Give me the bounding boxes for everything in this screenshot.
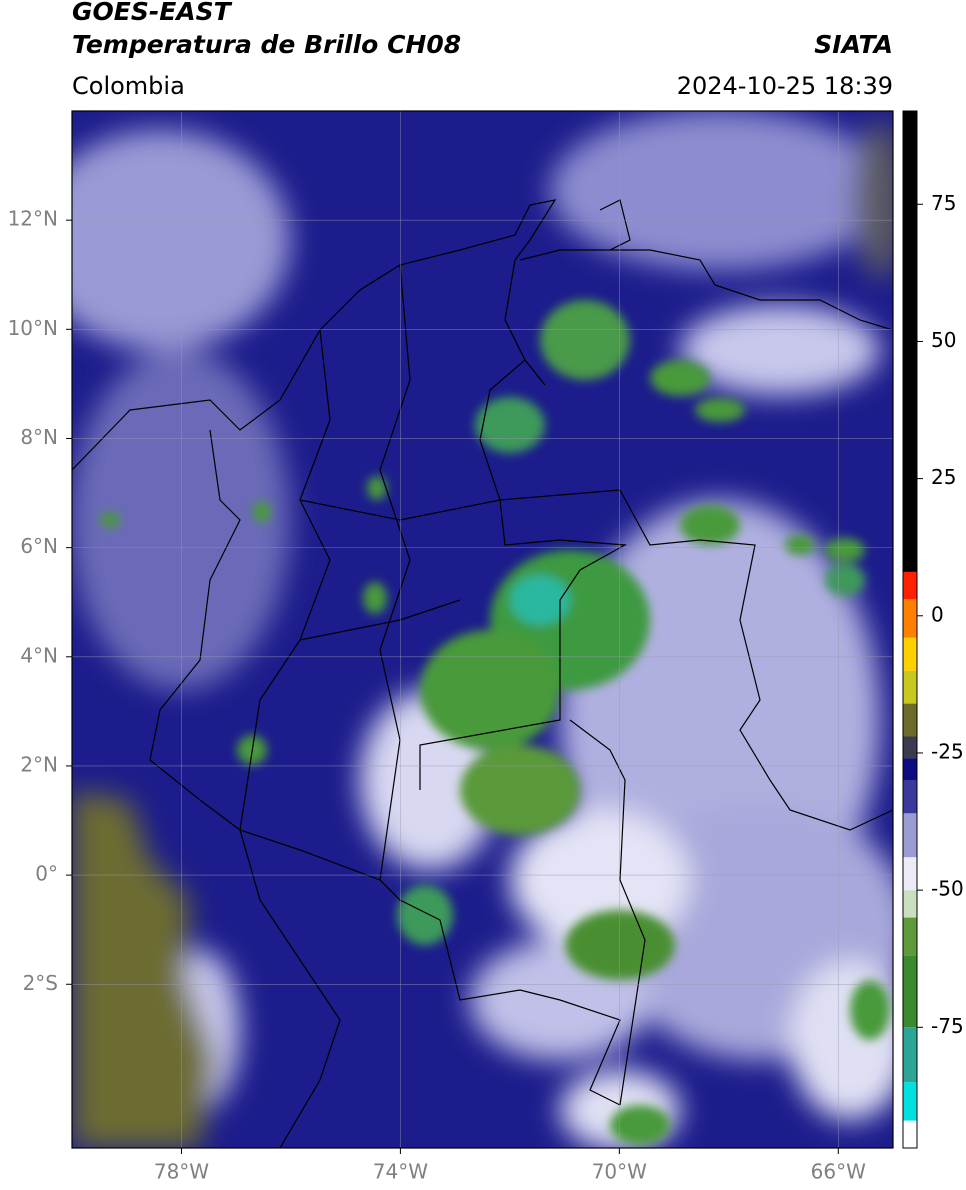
cloud [550, 111, 890, 270]
satellite-image [72, 111, 893, 1148]
colorbar-tick-label: 25 [931, 465, 956, 489]
colorbar-segment [903, 780, 917, 814]
cold-top [565, 910, 675, 980]
cold-top [850, 980, 890, 1040]
colorbar-segment [903, 1120, 917, 1148]
coastline [519, 249, 893, 331]
cloud [680, 305, 880, 395]
colorbar-segment [903, 890, 917, 918]
cold-top [420, 630, 560, 750]
colorbar-tick-label: -75 [931, 1014, 964, 1038]
subtitle: Temperatura de Brillo CH08 [72, 30, 461, 59]
colorbar-tick-label: 0 [931, 602, 944, 626]
colorbar-segment [903, 670, 917, 704]
colorbar-tick-label: 75 [931, 191, 956, 215]
cold-top [100, 512, 120, 528]
cloud [72, 130, 290, 350]
y-tick-label: 0° [35, 862, 58, 886]
title: GOES-EAST [72, 0, 233, 26]
warm-surface [855, 120, 893, 280]
x-tick-label: 74°W [373, 1160, 428, 1184]
y-tick-label: 2°S [23, 971, 58, 995]
department-border [299, 499, 501, 521]
borders [72, 199, 893, 1148]
colorbar-segment [903, 813, 917, 858]
colorbar-segment [903, 955, 917, 1028]
cold-top [397, 885, 453, 945]
cold-top [253, 501, 271, 523]
y-tick-label: 8°N [20, 425, 58, 449]
cold-top [475, 397, 545, 453]
colorbar-frame [902, 110, 918, 1149]
colorbar-segment [903, 637, 917, 671]
y-tick-label: 2°N [20, 752, 58, 776]
coastline [72, 199, 557, 471]
cold-top [363, 582, 387, 614]
source: SIATA [814, 30, 893, 59]
y-tick-label: 6°N [20, 534, 58, 558]
y-tick-label: 12°N [8, 207, 58, 231]
colorbar-tick-label: -25 [931, 739, 964, 763]
cold-top [460, 745, 580, 835]
country-border [479, 359, 893, 831]
cold-top [540, 300, 630, 380]
coastline [149, 429, 341, 1148]
colorbar-segment [903, 599, 917, 638]
cold-top [785, 535, 815, 555]
cold-top [695, 398, 745, 422]
colorbar-tick-label: -50 [931, 877, 964, 901]
cold-top [610, 1105, 670, 1145]
colorbar-tick-label: 50 [931, 328, 956, 352]
country-border [239, 829, 621, 1106]
colorbar-segment [903, 1082, 917, 1121]
department-border [299, 599, 461, 641]
colorbar [903, 111, 917, 1148]
cold-top [825, 538, 865, 562]
map-frame [71, 110, 894, 1149]
cold-tops [100, 300, 890, 1145]
cold-top [825, 564, 865, 596]
colorbar-segment [903, 1027, 917, 1083]
country-border [419, 499, 628, 790]
colorbar-segment [903, 736, 917, 759]
x-tick-label: 78°W [154, 1160, 209, 1184]
country-border [569, 719, 646, 1106]
colorbar-segment [903, 703, 917, 737]
cold-top [650, 360, 710, 396]
department-border [239, 329, 331, 831]
colorbar-segment [903, 917, 917, 956]
timestamp: 2024-10-25 18:39 [677, 72, 893, 100]
x-tick-label: 66°W [811, 1160, 866, 1184]
region: Colombia [72, 72, 185, 100]
colorbar-segment [903, 111, 917, 572]
x-tick-label: 70°W [592, 1160, 647, 1184]
y-tick-label: 10°N [8, 316, 58, 340]
colorbar-segment [903, 571, 917, 600]
y-tick-label: 4°N [20, 643, 58, 667]
colorbar-segment [903, 758, 917, 781]
warm-surface [72, 790, 215, 1148]
colorbar-segment [903, 857, 917, 891]
cold-top [510, 575, 570, 625]
cloud [72, 350, 290, 690]
department-border [379, 264, 411, 881]
cold-top [367, 476, 387, 500]
cold-top [680, 505, 740, 545]
grid [72, 111, 893, 1148]
